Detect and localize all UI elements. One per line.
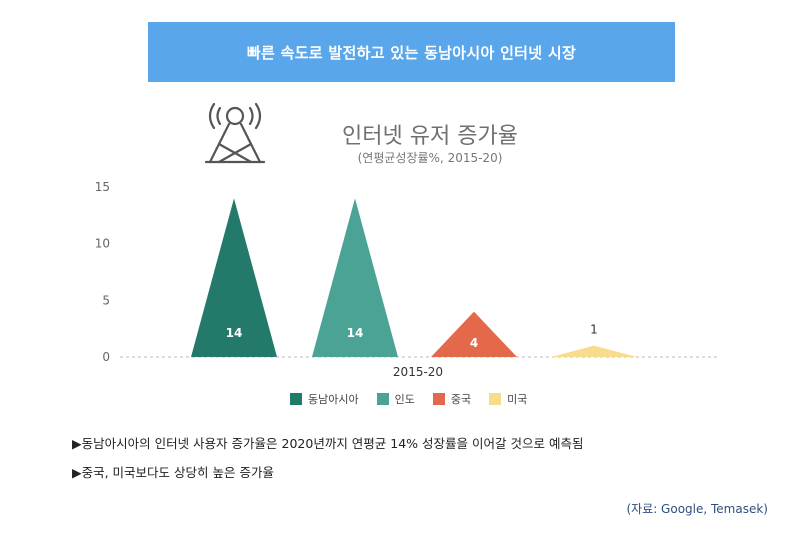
legend-swatch-usa xyxy=(489,393,502,405)
legend-label-india: 인도 xyxy=(394,393,415,406)
legend-item-india: 인도 xyxy=(376,391,415,407)
data-label: 14 xyxy=(347,326,364,340)
chart-title: 인터넷 유저 증가율 xyxy=(342,124,518,149)
chart-legend: 동남아시아 인도 중국 미국 xyxy=(290,391,527,407)
legend-label-china: 중국 xyxy=(450,393,472,406)
legend-swatch-india xyxy=(376,393,389,405)
legend-swatch-sea xyxy=(290,393,302,405)
bar-3 xyxy=(551,345,637,357)
y-tick-label: 0 xyxy=(102,350,110,364)
source-citation: (자료: Google, Temasek) xyxy=(626,502,768,516)
banner-title: 빠른 속도로 발전하고 있는 동남아시아 인터넷 시장 xyxy=(246,43,577,62)
x-category-label: 2015-20 xyxy=(393,365,443,379)
legend-item-usa: 미국 xyxy=(489,391,527,407)
y-tick-label: 15 xyxy=(95,180,110,194)
title-banner: 빠른 속도로 발전하고 있는 동남아시아 인터넷 시장 xyxy=(148,22,675,82)
note-growth-forecast: ▶동남아시아의 인터넷 사용자 증가율은 2020년까지 연평균 14% 성장률… xyxy=(72,436,584,451)
y-tick-label: 5 xyxy=(102,293,110,307)
legend-swatch-china xyxy=(432,393,445,405)
chart-subtitle: (연평균성장률%, 2015-20) xyxy=(357,151,503,165)
bar-2 xyxy=(431,311,517,357)
bar-0 xyxy=(191,198,277,357)
legend-item-china: 중국 xyxy=(432,391,472,407)
data-label: 14 xyxy=(226,326,243,340)
data-label: 4 xyxy=(470,336,478,350)
legend-label-sea: 동남아시아 xyxy=(308,393,359,406)
bar-1 xyxy=(312,198,398,357)
chart-area: 0 5 10 15 14 14 4 1 2015-20 xyxy=(95,180,720,379)
antenna-tower-icon xyxy=(204,102,266,164)
note-comparison: ▶중국, 미국보다도 상당히 높은 증가율 xyxy=(72,465,274,480)
legend-label-usa: 미국 xyxy=(507,393,528,406)
data-label: 1 xyxy=(590,323,598,337)
legend-item-sea: 동남아시아 xyxy=(290,391,359,407)
y-tick-label: 10 xyxy=(95,237,110,251)
